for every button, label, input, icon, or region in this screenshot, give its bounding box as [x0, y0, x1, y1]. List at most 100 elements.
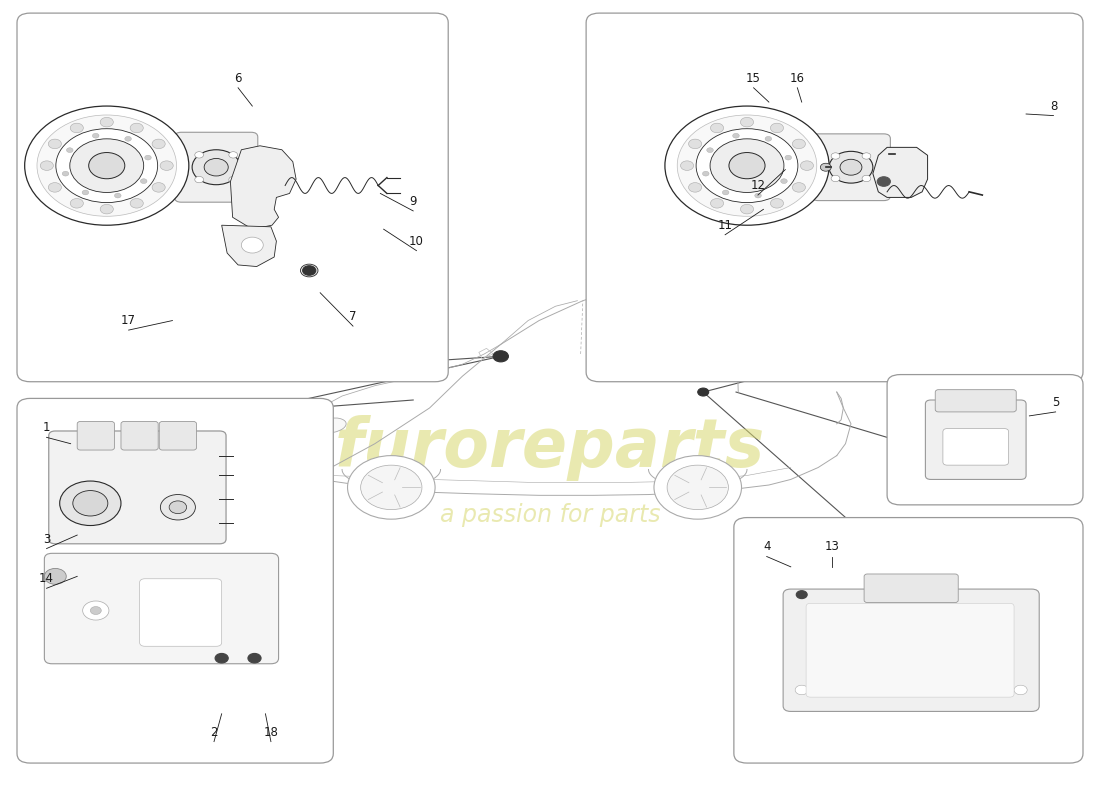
- Circle shape: [785, 155, 792, 160]
- Circle shape: [689, 182, 702, 192]
- Circle shape: [770, 198, 783, 208]
- Circle shape: [124, 137, 131, 141]
- FancyBboxPatch shape: [77, 422, 114, 450]
- Circle shape: [689, 139, 702, 149]
- Circle shape: [205, 158, 228, 176]
- Circle shape: [770, 123, 783, 133]
- Circle shape: [766, 137, 771, 141]
- Circle shape: [82, 601, 109, 620]
- Circle shape: [48, 182, 62, 192]
- Circle shape: [664, 106, 829, 226]
- Circle shape: [711, 123, 724, 133]
- Circle shape: [24, 106, 189, 226]
- Circle shape: [707, 148, 713, 153]
- Circle shape: [66, 148, 73, 153]
- Circle shape: [192, 150, 240, 185]
- Circle shape: [361, 465, 422, 510]
- Circle shape: [729, 153, 766, 178]
- Circle shape: [697, 388, 708, 396]
- FancyBboxPatch shape: [16, 398, 333, 763]
- Text: 15: 15: [746, 72, 761, 85]
- Circle shape: [229, 177, 238, 182]
- Circle shape: [796, 590, 807, 598]
- Circle shape: [152, 182, 165, 192]
- FancyBboxPatch shape: [586, 13, 1084, 382]
- Circle shape: [681, 161, 694, 170]
- FancyBboxPatch shape: [783, 589, 1040, 711]
- Circle shape: [195, 152, 204, 158]
- Text: 1: 1: [43, 422, 51, 434]
- Text: 10: 10: [409, 234, 424, 248]
- Text: 3: 3: [43, 533, 51, 546]
- Text: 7: 7: [349, 310, 356, 323]
- Circle shape: [840, 159, 862, 175]
- Circle shape: [90, 606, 101, 614]
- Text: 8: 8: [1049, 99, 1057, 113]
- Circle shape: [70, 198, 84, 208]
- Circle shape: [130, 198, 143, 208]
- Text: 13: 13: [825, 541, 839, 554]
- Circle shape: [63, 171, 69, 176]
- Polygon shape: [230, 146, 296, 229]
- Circle shape: [862, 175, 871, 182]
- Circle shape: [248, 654, 261, 663]
- Text: 17: 17: [121, 314, 136, 327]
- Circle shape: [73, 490, 108, 516]
- Circle shape: [82, 190, 89, 195]
- Polygon shape: [873, 147, 927, 198]
- Circle shape: [152, 139, 165, 149]
- Circle shape: [169, 501, 187, 514]
- Circle shape: [877, 177, 890, 186]
- Circle shape: [44, 569, 66, 584]
- Circle shape: [733, 134, 739, 138]
- Circle shape: [41, 161, 54, 170]
- FancyBboxPatch shape: [925, 400, 1026, 479]
- Circle shape: [1014, 686, 1027, 694]
- Circle shape: [792, 139, 805, 149]
- Text: 11: 11: [717, 218, 733, 232]
- Circle shape: [69, 139, 144, 193]
- FancyBboxPatch shape: [48, 431, 225, 544]
- FancyBboxPatch shape: [887, 374, 1084, 505]
- Circle shape: [70, 123, 84, 133]
- Text: 6: 6: [234, 72, 242, 85]
- Text: 14: 14: [40, 572, 54, 586]
- Circle shape: [114, 193, 121, 198]
- Circle shape: [792, 182, 805, 192]
- Circle shape: [348, 456, 436, 519]
- Text: 16: 16: [790, 72, 805, 85]
- Circle shape: [216, 654, 228, 663]
- Circle shape: [37, 115, 176, 216]
- Circle shape: [740, 204, 754, 214]
- Circle shape: [723, 190, 729, 195]
- Circle shape: [145, 155, 152, 160]
- Circle shape: [740, 118, 754, 127]
- Circle shape: [141, 178, 147, 183]
- Polygon shape: [222, 226, 276, 266]
- Circle shape: [654, 456, 741, 519]
- Circle shape: [100, 118, 113, 127]
- Text: 18: 18: [264, 726, 278, 738]
- Circle shape: [703, 171, 710, 176]
- Circle shape: [696, 129, 797, 202]
- Circle shape: [92, 134, 99, 138]
- Circle shape: [829, 151, 873, 183]
- FancyBboxPatch shape: [812, 134, 890, 201]
- Ellipse shape: [316, 418, 346, 433]
- Circle shape: [678, 115, 817, 216]
- Circle shape: [821, 163, 832, 171]
- Circle shape: [795, 686, 808, 694]
- Text: 2: 2: [210, 726, 218, 738]
- FancyBboxPatch shape: [865, 574, 958, 602]
- FancyBboxPatch shape: [806, 603, 1014, 697]
- Circle shape: [493, 350, 508, 362]
- Circle shape: [755, 193, 761, 198]
- FancyBboxPatch shape: [44, 554, 278, 664]
- Circle shape: [241, 237, 263, 253]
- Text: 9: 9: [409, 195, 417, 208]
- Circle shape: [48, 139, 62, 149]
- Circle shape: [89, 153, 124, 178]
- Circle shape: [229, 152, 238, 158]
- Text: 12: 12: [750, 179, 766, 192]
- Circle shape: [300, 264, 318, 277]
